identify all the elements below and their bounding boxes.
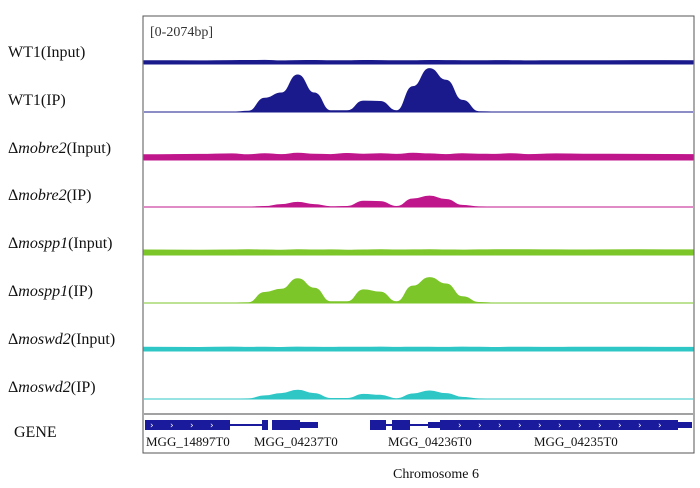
strand-arrow-icon: › — [518, 421, 522, 431]
gene-track-label: GENE — [14, 424, 57, 441]
signal-area-0 — [143, 59, 694, 65]
track-5 — [144, 277, 693, 304]
x-axis-label: Chromosome 6 — [393, 467, 479, 482]
strand-arrow-icon: › — [578, 421, 582, 431]
gene-exon-3a — [370, 420, 386, 430]
signal-tracks — [143, 59, 694, 415]
signal-area-5 — [144, 277, 693, 304]
strand-arrow-icon: › — [478, 421, 482, 431]
strand-arrow-icon: › — [618, 421, 622, 431]
track-1 — [144, 68, 693, 113]
strand-arrow-icon: › — [598, 421, 602, 431]
track-7 — [143, 389, 693, 400]
track-label-4: Δmospp1(Input) — [8, 235, 113, 252]
signal-area-3 — [143, 195, 693, 208]
track-labels: WT1(Input) WT1(IP) Δmobre2(Input) Δmobre2(I… — [8, 44, 115, 396]
strand-arrow-icon: › — [658, 421, 662, 431]
track-panel-frame — [142, 15, 695, 454]
gene-exon-4 — [440, 420, 678, 430]
signal-area-7 — [143, 389, 693, 400]
gene-name-1: MGG_04237T0 — [254, 434, 338, 449]
track-label-5: Δmospp1(IP) — [8, 283, 93, 300]
track-label-2: Δmobre2(Input) — [8, 140, 111, 157]
track-label-1: WT1(IP) — [8, 92, 66, 109]
track-label-0: WT1(Input) — [8, 44, 85, 61]
gene-exon-2a — [272, 420, 300, 430]
gene-track: GENE › › › › › › › › › › › › › › › MGG_14897T0 MGG_04237… — [14, 420, 692, 449]
gene-utr-4 — [678, 422, 692, 428]
strand-arrow-icon: › — [538, 421, 542, 431]
gene-name-3: MGG_04235T0 — [534, 434, 618, 449]
gene-utr-3 — [428, 422, 440, 428]
gene-name-0: MGG_14897T0 — [146, 434, 230, 449]
track-label-6: Δmoswd2(Input) — [8, 331, 115, 348]
gene-exon-1a — [145, 420, 230, 430]
strand-arrow-icon: › — [638, 421, 642, 431]
track-label-3: Δmobre2(IP) — [8, 187, 91, 204]
track-6 — [143, 346, 694, 352]
track-0 — [143, 59, 694, 65]
track-4 — [143, 249, 694, 256]
strand-arrow-icon: › — [498, 421, 502, 431]
strand-arrow-icon: › — [150, 421, 154, 431]
range-label: [0-2074bp] — [150, 25, 213, 40]
track-3 — [143, 195, 693, 208]
track-label-7: Δmoswd2(IP) — [8, 379, 96, 396]
strand-arrow-icon: › — [458, 421, 462, 431]
signal-area-4 — [143, 249, 694, 256]
gene-exon-3b — [392, 420, 410, 430]
signal-area-1 — [144, 68, 693, 113]
strand-arrow-icon: › — [190, 421, 194, 431]
signal-area-2 — [143, 152, 694, 161]
gene-name-2: MGG_04236T0 — [388, 434, 472, 449]
signal-area-6 — [143, 346, 694, 352]
gene-utr-2 — [300, 422, 318, 428]
strand-arrow-icon: › — [210, 421, 214, 431]
strand-arrow-icon: › — [558, 421, 562, 431]
gene-exon-1b — [262, 420, 268, 430]
track-2 — [143, 152, 694, 161]
strand-arrow-icon: › — [170, 421, 174, 431]
